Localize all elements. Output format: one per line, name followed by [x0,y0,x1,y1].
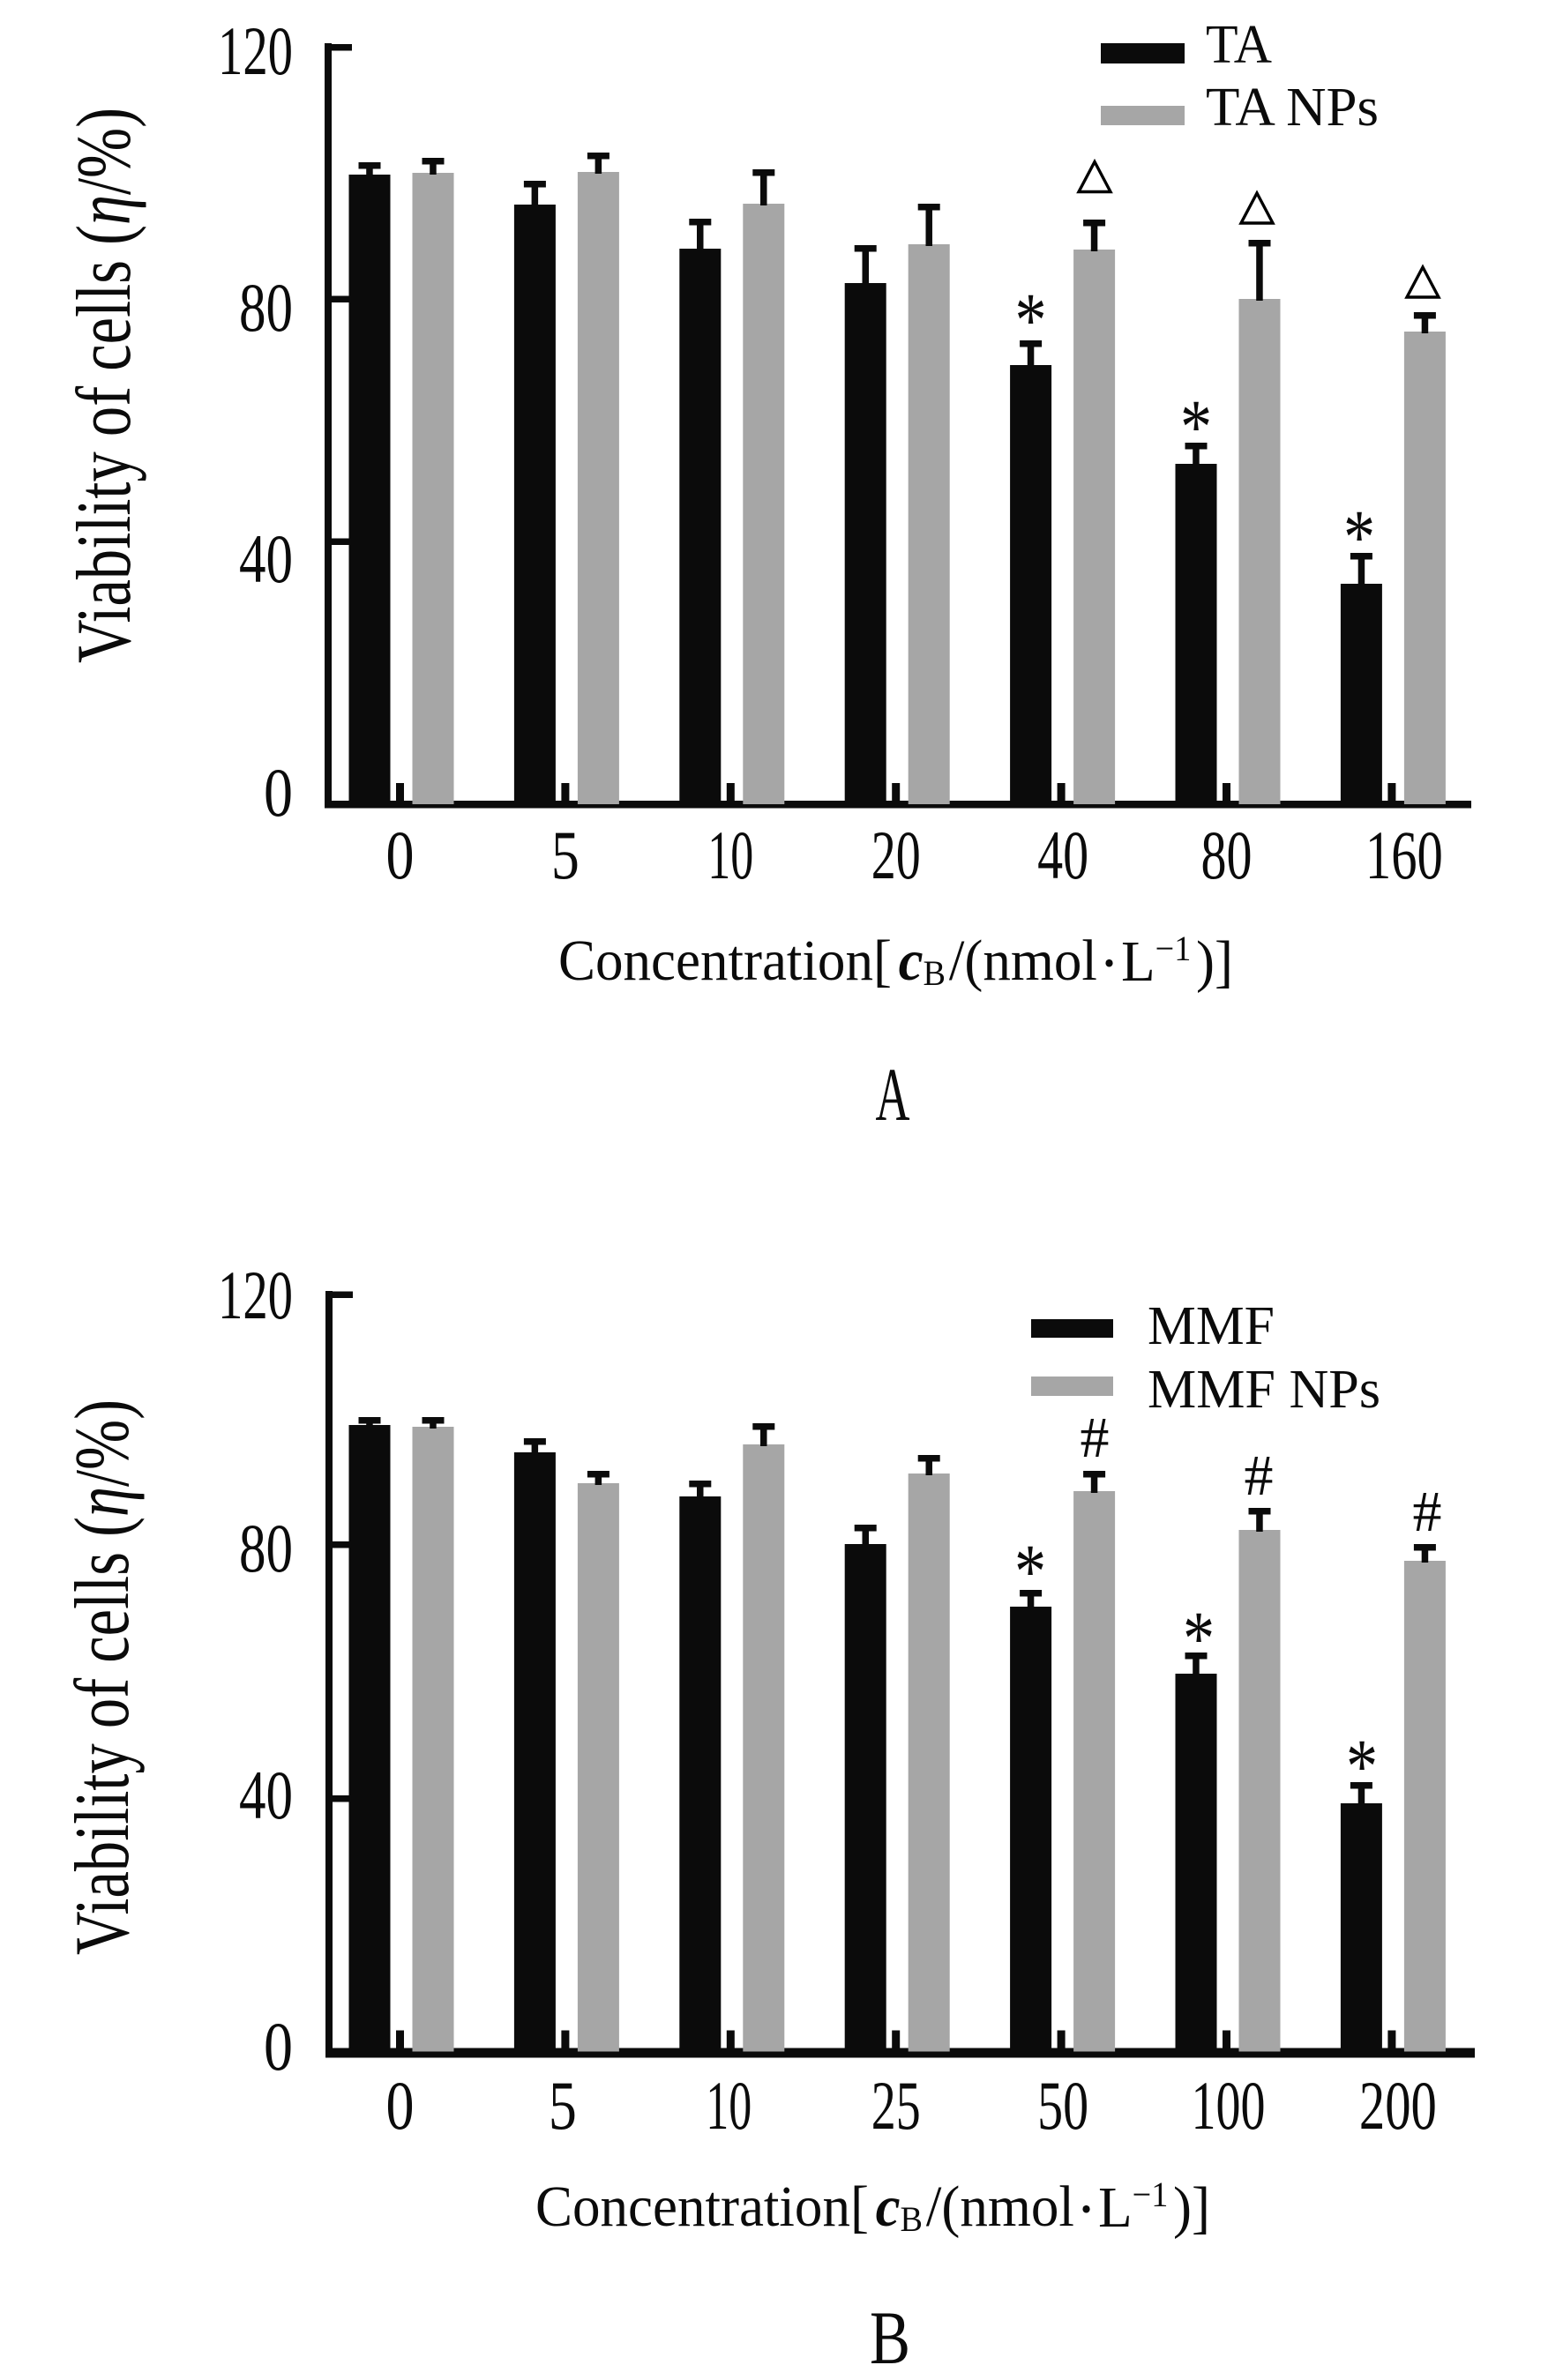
svg-text:*: * [1014,1529,1046,1615]
svg-text:Concentration[cB/(nmol•L−1)]: Concentration[cB/(nmol• L−1)] [558,929,1233,994]
svg-text:120: 120 [218,12,293,89]
svg-text:50: 50 [1037,2067,1088,2144]
svg-text:B: B [870,2295,910,2380]
svg-text:10: 10 [706,2067,752,2144]
svg-text:0: 0 [386,2067,415,2144]
svg-text:Concentration[cB/(nmol•L−1)]: Concentration[cB/(nmol• L−1)] [535,2175,1210,2240]
svg-text:TA NPs: TA NPs [1206,78,1379,138]
svg-text:*: * [1180,384,1212,470]
svg-text:100: 100 [1192,2067,1266,2144]
svg-text:*: * [1346,1724,1378,1809]
svg-text:*: * [1014,278,1046,363]
svg-text:80: 80 [239,1510,293,1586]
svg-text:20: 20 [871,817,921,893]
svg-text:TA: TA [1206,15,1272,75]
svg-text:40: 40 [239,520,293,597]
svg-text:10: 10 [707,817,753,893]
svg-text:5: 5 [551,817,580,893]
svg-text:Viability of cells (η/%): Viability of cells (η/%) [60,1399,146,1955]
svg-text:80: 80 [239,269,293,346]
svg-text:*: * [1343,495,1375,580]
svg-text:#: # [1413,1480,1442,1544]
svg-text:MMF: MMF [1148,1296,1275,1356]
svg-text:#: # [1245,1444,1274,1508]
svg-text:40: 40 [1037,817,1088,893]
svg-text:*: * [1183,1596,1215,1682]
svg-text:160: 160 [1365,817,1443,893]
svg-text:200: 200 [1359,2067,1437,2144]
svg-text:Viability of cells (η/%): Viability of cells (η/%) [62,108,147,663]
svg-text:25: 25 [871,2067,921,2144]
svg-text:80: 80 [1201,817,1253,893]
svg-text:5: 5 [549,2067,577,2144]
svg-text:0: 0 [386,817,415,893]
svg-text:120: 120 [218,1257,293,1333]
svg-text:0: 0 [264,754,293,831]
svg-text:A: A [876,1052,910,1137]
svg-text:MMF NPs: MMF NPs [1148,1360,1380,1420]
svg-text:40: 40 [239,1757,293,1833]
svg-text:#: # [1081,1406,1110,1470]
svg-text:0: 0 [264,2008,293,2085]
